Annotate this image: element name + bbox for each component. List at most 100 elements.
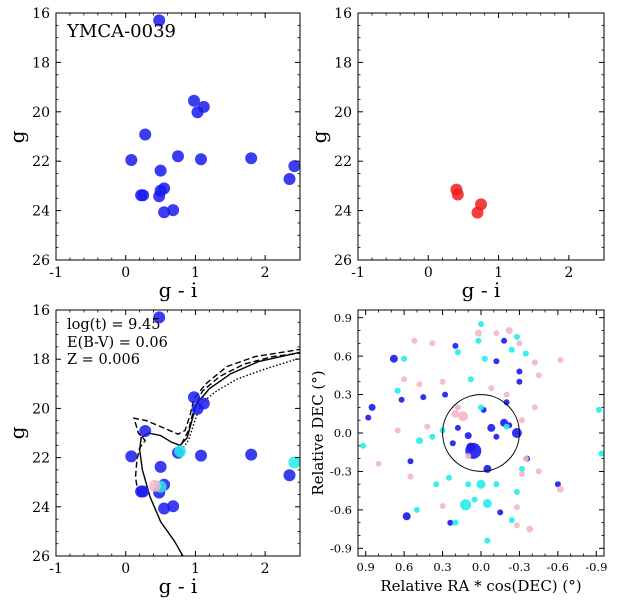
data-point-members (451, 188, 464, 201)
x-axis-label: Relative RA * cos(DEC) (°) (380, 577, 581, 595)
data-point-blue (503, 399, 510, 406)
isochrone-solid-0 (138, 351, 300, 556)
x-tick-label: -1 (351, 265, 365, 281)
data-point-field-stars (154, 460, 167, 473)
data-point-field-stars (245, 448, 258, 461)
data-point-cyan (454, 349, 461, 356)
data-point-pink (439, 503, 446, 509)
data-point-pink (424, 423, 431, 430)
ticks-layer: -1 0 1 2 16 18 20 22 24 26 (32, 6, 300, 281)
data-point-field-stars (195, 153, 207, 166)
y-tick-label: 0.0 (334, 426, 352, 440)
x-tick-label: -1 (49, 561, 63, 577)
data-point-cyan (595, 406, 602, 413)
x-tick-label: 0.9 (357, 560, 375, 574)
y-tick-label: 16 (32, 6, 50, 22)
data-point-cyan (493, 481, 500, 488)
data-point-cyan (452, 519, 459, 526)
data-point-pink (454, 404, 461, 411)
data-point-blue (516, 378, 523, 385)
points-layer (125, 14, 301, 219)
data-point-blue (464, 432, 472, 440)
data-point-field-stars (288, 160, 301, 173)
x-tick-label: 0.0 (472, 560, 490, 574)
data-point-field-stars (137, 189, 150, 202)
y-tick-label: 20 (32, 105, 50, 121)
data-point-cyan (513, 333, 520, 340)
data-point-blue (487, 423, 496, 432)
data-point-pink (407, 473, 414, 480)
data-point-blue (402, 512, 411, 521)
x-tick-label: 2 (564, 265, 573, 281)
data-point-field-stars (191, 106, 204, 119)
data-point-cyan (394, 387, 401, 394)
data-point-cyan (446, 474, 452, 481)
data-point-pink (394, 427, 401, 434)
y-tick-label: 26 (32, 253, 50, 269)
data-point-blue (449, 440, 456, 447)
data-point-blue (511, 428, 522, 438)
data-point-cyan (478, 321, 484, 328)
data-point-pink (531, 404, 538, 411)
panel-top-left: -1 0 1 2 16 18 20 22 24 26 YMCA-0039 g - i g (5, 6, 301, 302)
data-point-blue (442, 391, 449, 398)
points-layer (360, 321, 605, 544)
y-tick-label: -0.3 (330, 465, 352, 479)
data-point-cyan (416, 437, 423, 445)
data-point-blue (493, 433, 500, 440)
data-point-pink-stars (149, 479, 161, 492)
x-tick-label: 1 (191, 265, 200, 281)
data-point-pink (505, 327, 513, 334)
x-axis-label: g - i (159, 278, 198, 302)
cluster-name-label: YMCA-0039 (66, 21, 176, 42)
panel-top-right: -1 0 1 2 16 18 20 22 24 26 g - i g (307, 6, 605, 302)
x-tick-label: -0.6 (547, 560, 569, 574)
data-point-pink (516, 340, 523, 347)
y-tick-label: 0.3 (334, 388, 352, 402)
data-point-field-stars (154, 164, 167, 177)
data-point-pink (503, 391, 510, 398)
data-point-field-stars (167, 204, 180, 217)
y-tick-label: 18 (334, 55, 352, 71)
data-point-blue (501, 337, 508, 344)
y-tick-label: -0.9 (330, 541, 352, 555)
data-point-pink (535, 468, 542, 475)
data-point-blue (452, 342, 459, 349)
x-tick-label: 2 (261, 561, 270, 577)
data-point-field-stars (153, 190, 166, 203)
data-point-pink (557, 357, 564, 363)
data-point-cyan-stars (288, 456, 301, 469)
data-point-blue (493, 358, 500, 365)
y-tick-label: 20 (32, 401, 50, 417)
ticks-layer: -1 0 1 2 16 18 20 22 24 26 (334, 6, 604, 281)
data-point-cyan (476, 479, 486, 489)
data-point-blue (516, 368, 523, 375)
points-layer (125, 311, 301, 515)
data-point-cyan (598, 450, 605, 457)
y-tick-label: 18 (32, 55, 50, 71)
data-point-field-stars (158, 502, 171, 515)
data-point-pink (556, 485, 564, 493)
data-point-field-stars (283, 173, 296, 185)
data-point-pink (416, 381, 423, 388)
data-point-cyan (481, 355, 488, 362)
y-axis-label: Relative DEC (°) (309, 370, 327, 495)
y-axis-label: g (307, 130, 331, 143)
x-tick-label: 2 (261, 265, 270, 281)
data-point-cyan-stars (174, 445, 187, 458)
data-point-pink (411, 337, 418, 344)
panel-bottom-right: 0.9 0.6 0.3 0.0 -0.3 -0.6 -0.9 0.9 0.6 0.3 0.0 -0.3… (309, 309, 607, 595)
y-tick-label: 26 (334, 253, 352, 269)
data-point-field-stars (125, 154, 138, 166)
data-point-pink (513, 522, 520, 529)
data-point-pink (429, 340, 436, 347)
x-tick-label: 0.6 (395, 560, 413, 574)
y-tick-label: 24 (32, 204, 50, 220)
x-tick-label: 0.3 (433, 560, 451, 574)
y-tick-label: 24 (334, 204, 352, 220)
data-point-pink (513, 504, 520, 511)
y-tick-label: 20 (334, 105, 352, 121)
data-point-field-stars (137, 485, 150, 498)
data-point-blue (554, 481, 561, 488)
